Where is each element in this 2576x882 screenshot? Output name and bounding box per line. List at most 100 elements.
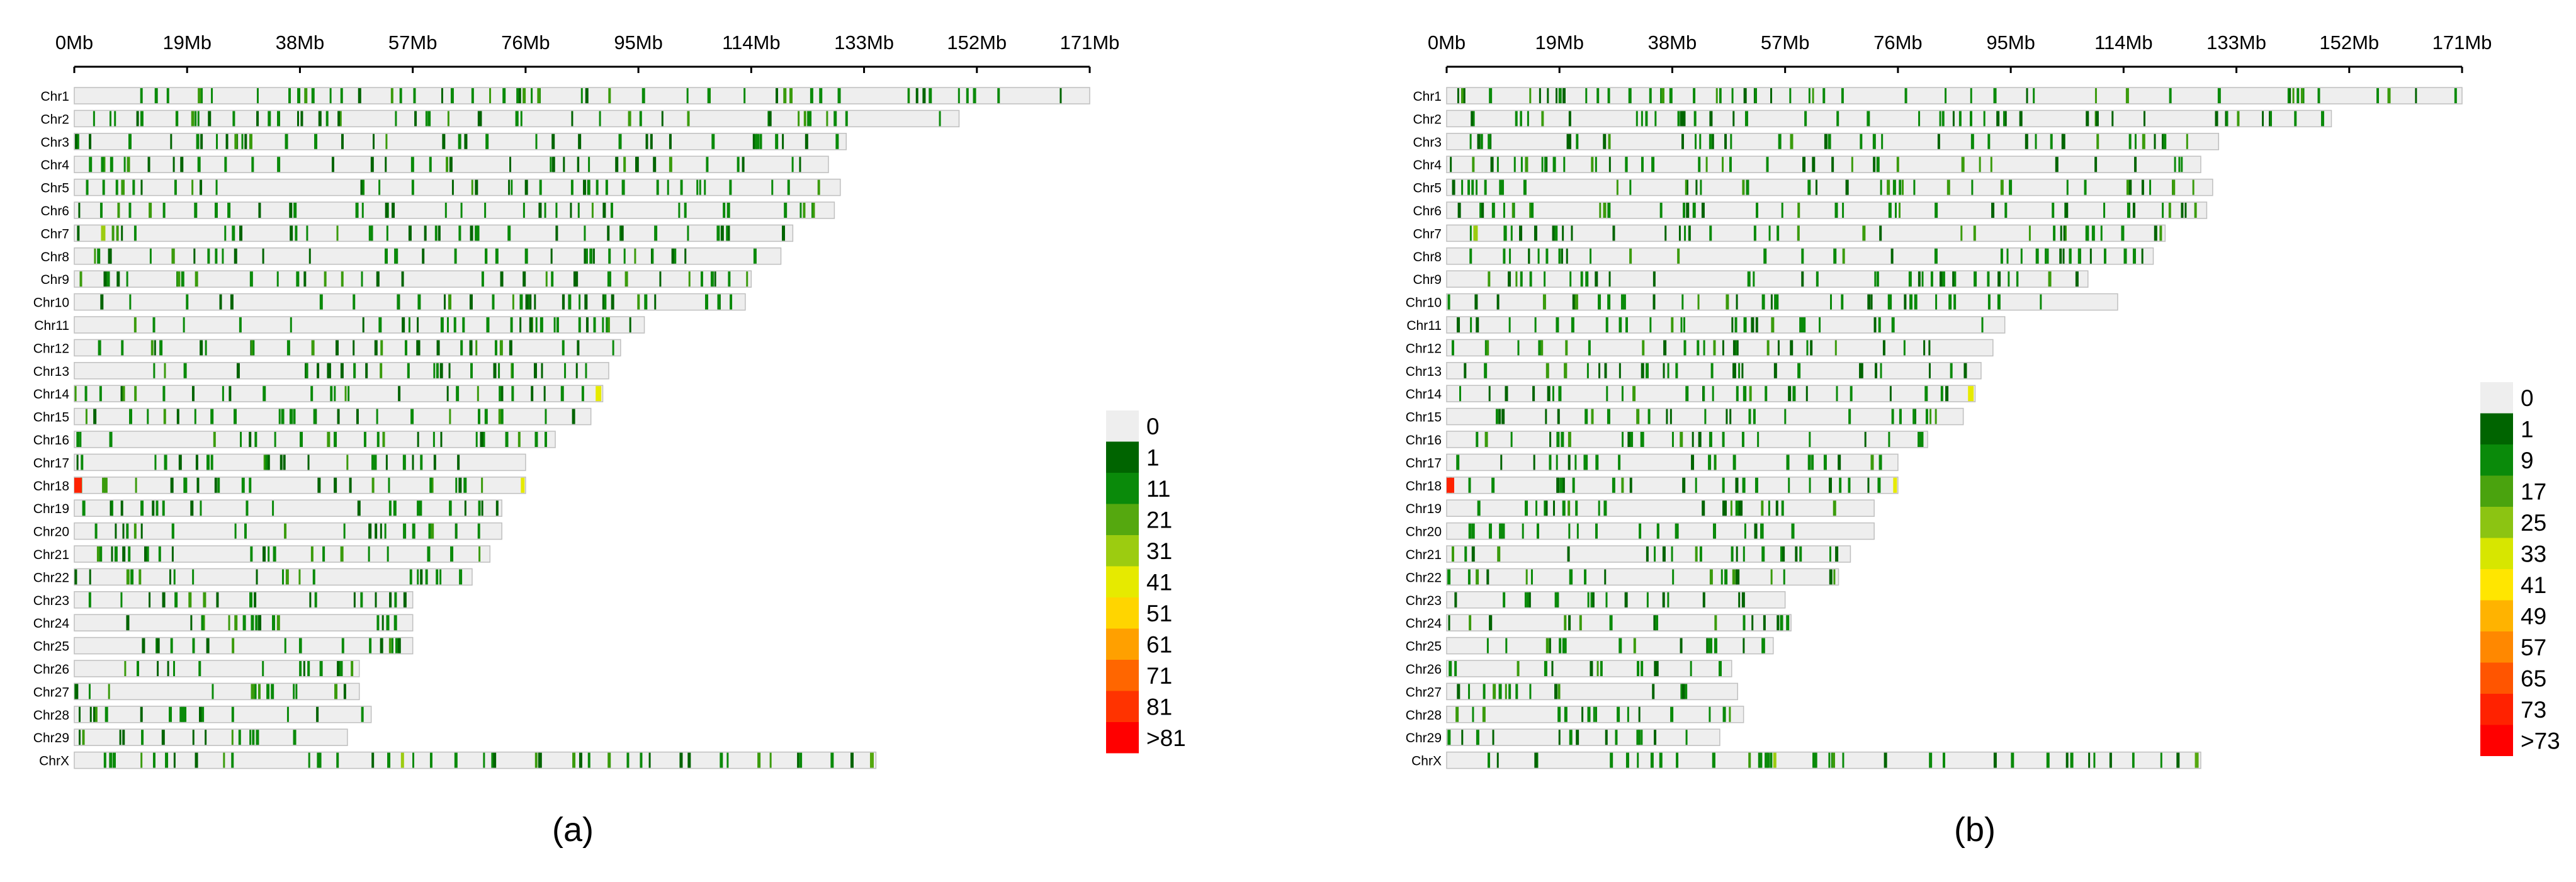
density-mark: [1505, 684, 1507, 699]
density-mark: [100, 294, 104, 310]
density-mark: [385, 455, 388, 470]
density-mark: [1547, 88, 1549, 103]
density-mark: [106, 271, 110, 287]
density-mark: [1654, 661, 1656, 676]
legend-swatch: [1106, 441, 1139, 473]
density-mark: [1831, 157, 1834, 172]
density-mark: [481, 500, 483, 516]
x-tick-label: 38Mb: [1648, 31, 1697, 54]
density-mark: [231, 752, 234, 768]
density-mark: [256, 88, 259, 103]
chromosome-label: Chr6: [40, 204, 69, 218]
density-mark: [1923, 340, 1926, 356]
density-mark: [1574, 455, 1577, 470]
chromosome-label: Chr29: [33, 731, 69, 745]
density-mark: [509, 340, 512, 356]
density-mark: [2154, 225, 2157, 241]
density-mark: [1470, 317, 1472, 332]
density-mark: [1607, 203, 1611, 218]
density-mark: [456, 386, 460, 402]
density-mark: [191, 386, 195, 402]
density-mark: [133, 523, 137, 539]
density-mark: [1471, 179, 1474, 195]
density-mark: [265, 455, 268, 470]
x-tick-label: 133Mb: [2206, 31, 2266, 54]
density-mark: [449, 157, 453, 172]
density-mark: [1971, 179, 1974, 195]
density-mark: [1675, 363, 1678, 378]
density-mark: [458, 225, 461, 241]
density-mark: [290, 317, 292, 332]
density-mark: [746, 271, 749, 287]
density-mark: [1770, 88, 1773, 103]
density-mark: [1952, 271, 1955, 287]
density-mark: [99, 203, 103, 218]
density-mark: [1928, 340, 1931, 356]
chromosome-bar: [74, 201, 835, 219]
density-mark: [380, 638, 383, 653]
density-mark: [347, 386, 350, 402]
density-mark: [1549, 432, 1552, 447]
density-mark: [104, 477, 108, 493]
density-mark: [1753, 225, 1756, 241]
density-mark: [1545, 638, 1549, 653]
density-mark: [1488, 386, 1491, 402]
density-mark: [184, 477, 188, 493]
density-mark: [276, 615, 280, 631]
density-mark: [1686, 203, 1690, 218]
density-mark: [784, 203, 786, 218]
density-mark: [797, 752, 799, 768]
x-tick-label: 152Mb: [947, 31, 1007, 54]
density-mark: [1483, 684, 1486, 699]
density-mark: [417, 569, 419, 585]
density-mark: [1867, 111, 1870, 127]
density-mark: [2127, 203, 2130, 218]
density-mark: [201, 88, 203, 103]
density-mark: [1461, 730, 1464, 745]
density-mark: [2059, 248, 2062, 264]
density-mark: [608, 88, 611, 103]
density-mark: [1534, 317, 1537, 332]
density-mark: [293, 409, 296, 424]
density-mark: [687, 752, 691, 768]
density-mark: [387, 752, 391, 768]
density-mark: [973, 88, 976, 103]
density-mark: [1603, 203, 1607, 218]
density-mark: [358, 88, 361, 103]
density-mark: [1572, 294, 1576, 310]
density-mark: [1777, 615, 1780, 631]
density-mark: [425, 569, 428, 585]
density-mark: [563, 294, 565, 310]
density-mark: [837, 88, 841, 103]
density-mark: [2178, 157, 2181, 172]
density-mark: [82, 500, 86, 516]
density-mark: [397, 294, 400, 310]
density-mark: [318, 111, 322, 127]
density-mark: [483, 752, 485, 768]
density-mark: [413, 88, 416, 103]
density-mark: [1741, 363, 1744, 378]
density-mark: [1946, 179, 1950, 195]
density-mark: [224, 225, 227, 241]
density-mark: [1766, 752, 1770, 768]
density-mark: [399, 88, 402, 103]
density-mark: [1862, 225, 1866, 241]
x-tick-label: 76Mb: [501, 31, 550, 54]
density-mark: [1519, 225, 1523, 241]
density-mark: [1561, 432, 1564, 447]
density-mark: [181, 706, 184, 722]
x-tick-label: 133Mb: [834, 31, 894, 54]
density-mark: [312, 569, 315, 585]
density-mark: [434, 225, 438, 241]
density-mark: [1709, 706, 1711, 722]
density-mark: [141, 730, 144, 745]
density-mark: [422, 248, 425, 264]
density-mark: [1457, 88, 1459, 103]
density-mark: [1912, 409, 1916, 424]
x-tick-label: 152Mb: [2319, 31, 2379, 54]
density-mark: [602, 294, 604, 310]
density-mark: [1763, 248, 1767, 264]
density-mark: [519, 294, 523, 310]
density-mark: [2063, 225, 2065, 241]
density-mark: [353, 592, 356, 608]
